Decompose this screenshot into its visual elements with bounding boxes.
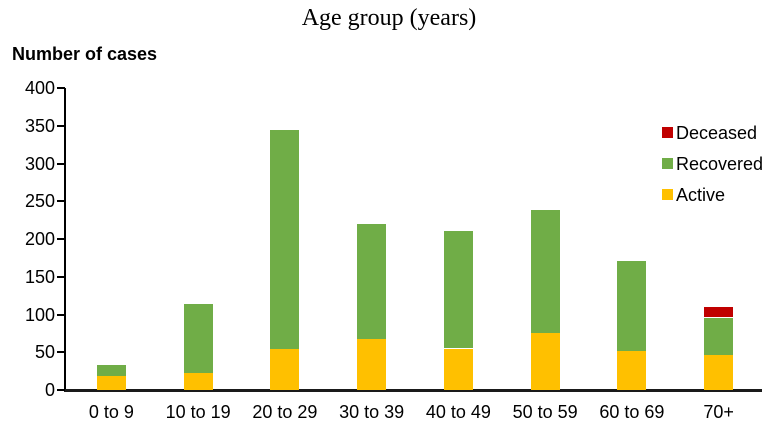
bar-segment-active: [617, 350, 647, 390]
y-tick-label: 50: [34, 342, 55, 363]
y-tick-mark: [57, 313, 65, 316]
bar-segment-active: [357, 339, 387, 390]
y-axis-line: [64, 88, 66, 392]
bar-segment-recovered: [183, 303, 213, 374]
y-tick-label: 300: [24, 153, 55, 174]
chart-title: Age group (years): [301, 5, 477, 31]
y-tick-label: 150: [24, 266, 55, 287]
legend-swatch-icon: [662, 158, 673, 169]
y-tick-label: 200: [24, 229, 55, 249]
x-category-label: 20 to 29: [252, 402, 318, 422]
x-category-label: 0 to 9: [88, 402, 134, 422]
bar-segment-recovered: [443, 230, 473, 349]
legend-label: Deceased: [676, 123, 758, 143]
bar-segment-recovered: [617, 260, 647, 351]
legend-label: Active: [676, 185, 726, 205]
bar-segment-active: [270, 349, 300, 390]
y-tick-mark: [57, 389, 65, 391]
y-tick-mark: [57, 200, 65, 203]
legend-item-deceased: Deceased: [662, 124, 757, 143]
bar-segment-active: [183, 373, 213, 390]
x-category-label: 50 to 59: [512, 402, 578, 422]
bar-segment-deceased: [704, 306, 734, 318]
x-category-label: 30 to 39: [339, 402, 405, 422]
bar-segment-active: [530, 332, 560, 390]
bar-segment-active: [96, 375, 126, 390]
y-tick-label: 0: [44, 380, 55, 400]
y-tick-mark: [57, 162, 65, 165]
bar-segment-recovered: [704, 317, 734, 355]
bar-segment-recovered: [96, 365, 126, 376]
y-tick-label: 350: [24, 115, 55, 136]
y-axis-title: Number of cases: [12, 44, 158, 64]
y-tick-label: 250: [24, 191, 55, 212]
y-tick-label: 400: [24, 78, 55, 98]
bar-segment-recovered: [530, 209, 560, 333]
bar-segment-recovered: [270, 129, 300, 350]
legend-label: Recovered: [676, 154, 764, 174]
x-category-label: 60 to 69: [599, 402, 665, 422]
y-tick-mark: [57, 351, 65, 354]
y-tick-mark: [57, 238, 65, 240]
legend-item-recovered: Recovered: [662, 155, 763, 174]
x-category-label: 40 to 49: [425, 402, 491, 422]
legend-swatch-icon: [662, 127, 673, 138]
y-tick-mark: [57, 87, 65, 89]
bar-segment-active: [704, 354, 734, 390]
bar-segment-recovered: [357, 223, 387, 340]
legend-item-active: Active: [662, 186, 725, 205]
bar-segment-active: [443, 348, 473, 390]
y-tick-label: 100: [24, 304, 55, 325]
y-tick-mark: [57, 124, 65, 127]
y-tick-mark: [57, 275, 65, 278]
x-category-label: 70+: [703, 402, 734, 422]
legend-swatch-icon: [662, 189, 673, 200]
x-category-label: 10 to 19: [165, 402, 231, 422]
x-axis-line: [64, 389, 762, 392]
